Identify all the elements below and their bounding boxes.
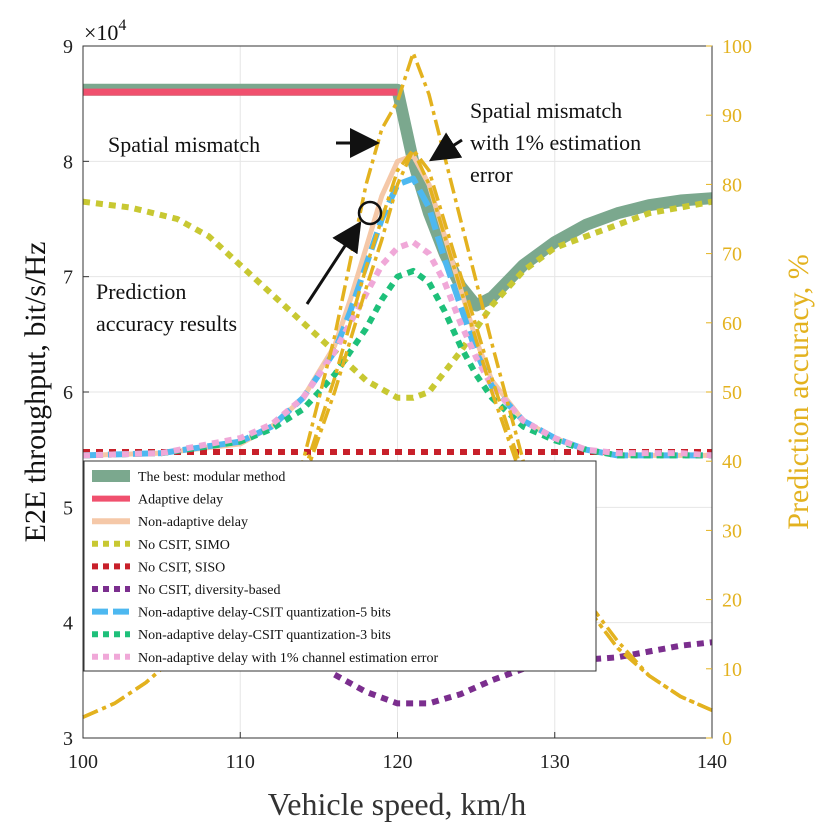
annotation-spatial-mismatch: Spatial mismatch [108,132,260,157]
x-tick-label-3: 130 [540,751,570,773]
legend-box [83,460,597,672]
x-tick-label-1: 110 [226,751,255,773]
legend-label-5: No CSIT, diversity-based [138,583,280,598]
accuracy-line-1 [82,148,713,719]
y-tick-label-6: 9 [63,36,73,58]
y-right-tick-label-1: 10 [722,659,742,681]
annotation-prediction-1: Prediction [96,279,186,304]
y-right-tick-label-10: 100 [722,36,752,58]
annotation-spatial-mismatch-err-2: with 1% estimation [470,130,641,155]
y-right-tick-label-6: 60 [722,313,742,335]
y-tick-label-5: 8 [63,151,73,173]
legend: The best: modular method Adaptive delay No… [83,460,597,672]
y-tick-label-3: 6 [63,382,73,404]
accuracy-line-0 [82,51,713,719]
axis-ticks: 100 110 120 130 1403456789010203040506070809… [63,36,752,773]
legend-label-0: The best: modular method [138,470,285,485]
accuracy-layer [82,51,713,719]
x-tick-label-4: 140 [697,751,727,773]
y-right-tick-label-8: 80 [722,174,742,196]
x-tick-label-2: 120 [383,751,413,773]
x-tick-label-0: 100 [68,751,98,773]
legend-label-7: Non-adaptive delay-CSIT quantization-3 b… [138,628,391,643]
y-right-tick-label-2: 20 [722,590,742,612]
circle-marker [357,200,383,226]
y-tick-label-2: 5 [63,497,73,519]
y-right-tick-label-0: 0 [722,728,732,750]
annotation-prediction-2: accuracy results [96,311,237,336]
y-right-tick-label-3: 30 [722,520,742,542]
y-right-tick-label-7: 70 [722,244,742,266]
y-tick-label-1: 4 [63,613,73,635]
legend-label-6: Non-adaptive delay-CSIT quantization-5 b… [138,606,391,621]
y-tick-label-0: 3 [63,728,73,750]
annotation-spatial-mismatch-err-3: error [470,162,513,187]
legend-label-3: No CSIT, SIMO [138,538,230,553]
accuracy-line-2 [82,148,713,719]
legend-label-8: Non-adaptive delay with 1% channel estim… [138,651,438,666]
series-line-8 [82,239,713,459]
legend-items: The best: modular method Adaptive delay No… [92,470,438,666]
arrow-spatial-mismatch-err [428,132,463,162]
legend-label-2: Non-adaptive delay [138,515,248,530]
x-axis-label: Vehicle speed, km/h [268,786,527,822]
legend-label-1: Adaptive delay [138,493,223,508]
y-right-tick-label-9: 90 [722,105,742,127]
y-exponent: ×104 [84,17,126,45]
y-right-tick-label-5: 50 [722,382,742,404]
series-line-3 [82,198,713,401]
y-axis-right-label: Prediction accuracy, % [782,254,815,529]
annotation-spatial-mismatch-err-1: Spatial mismatch [470,98,622,123]
y-right-tick-label-4: 40 [722,451,742,473]
y-tick-label-4: 7 [63,267,73,289]
y-axis-label: E2E throughput, bit/s/Hz [19,242,52,543]
arrow-prediction [305,220,362,305]
legend-label-4: No CSIT, SISO [138,560,225,575]
